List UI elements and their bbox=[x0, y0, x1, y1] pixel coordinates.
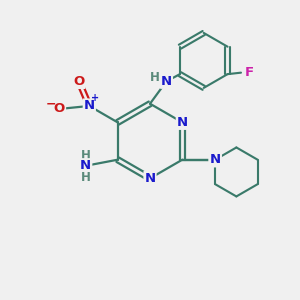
Text: +: + bbox=[91, 94, 99, 103]
Text: O: O bbox=[54, 102, 65, 116]
Text: N: N bbox=[84, 100, 95, 112]
Text: O: O bbox=[73, 75, 85, 88]
Text: N: N bbox=[80, 159, 91, 172]
Text: N: N bbox=[210, 153, 221, 166]
Text: N: N bbox=[177, 116, 188, 129]
Text: N: N bbox=[161, 75, 172, 88]
Text: H: H bbox=[81, 170, 91, 184]
Text: −: − bbox=[46, 98, 56, 111]
Text: H: H bbox=[81, 149, 91, 162]
Text: H: H bbox=[150, 71, 160, 84]
Text: N: N bbox=[144, 172, 156, 185]
Text: N: N bbox=[210, 153, 221, 166]
Text: F: F bbox=[244, 66, 253, 79]
